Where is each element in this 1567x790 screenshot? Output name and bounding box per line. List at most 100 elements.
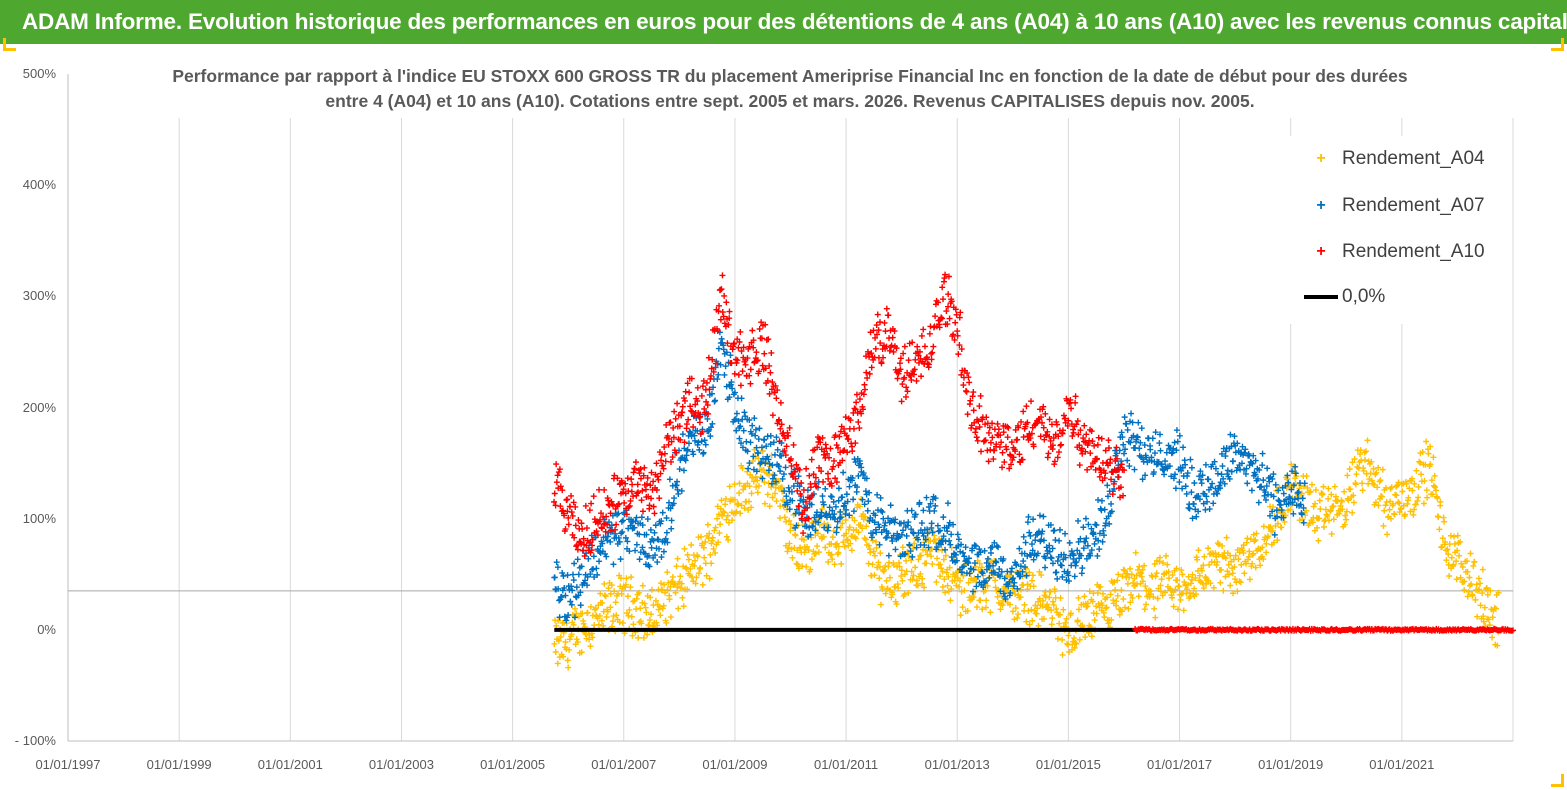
data-point [773, 434, 780, 441]
data-point [1446, 572, 1453, 579]
data-point [998, 439, 1005, 446]
data-point [763, 443, 770, 450]
data-point [717, 361, 724, 368]
data-point [1012, 448, 1019, 455]
data-point [868, 364, 875, 371]
data-point [676, 466, 683, 473]
data-point [929, 561, 936, 568]
data-point [922, 536, 929, 543]
data-point [826, 454, 833, 461]
data-point [1062, 530, 1069, 537]
data-point [701, 437, 708, 444]
data-point [1390, 500, 1397, 507]
data-point [672, 415, 679, 422]
data-point [1324, 513, 1331, 520]
data-point [953, 582, 960, 589]
data-point [772, 382, 779, 389]
data-point [1259, 450, 1266, 457]
data-point [720, 313, 727, 320]
data-point [607, 604, 614, 611]
data-point [971, 575, 978, 582]
data-point [639, 508, 646, 515]
data-point [1170, 475, 1177, 482]
data-point [974, 573, 981, 580]
data-point [1227, 582, 1234, 589]
data-point [905, 552, 912, 559]
data-point [803, 465, 810, 472]
data-point [1072, 399, 1079, 406]
data-point [1050, 435, 1057, 442]
data-point [851, 405, 858, 412]
data-point [1179, 485, 1186, 492]
data-point [1051, 527, 1058, 534]
data-point [718, 497, 725, 504]
data-point [809, 492, 816, 499]
data-point [902, 393, 909, 400]
data-point [685, 416, 692, 423]
data-point [677, 573, 684, 580]
data-point [563, 646, 570, 653]
data-point [756, 368, 763, 375]
data-point [1156, 431, 1163, 438]
data-point [1349, 459, 1356, 466]
data-point [1226, 475, 1233, 482]
data-point [1055, 433, 1062, 440]
data-point [1492, 605, 1499, 612]
data-point [835, 485, 842, 492]
data-point [609, 502, 616, 509]
data-point [1096, 530, 1103, 537]
data-point [744, 448, 751, 455]
data-point [1044, 428, 1051, 435]
data-point [825, 524, 832, 531]
data-point [1430, 454, 1437, 461]
data-point [688, 541, 695, 548]
data-point [1434, 495, 1441, 502]
data-point [992, 584, 999, 591]
data-point [1312, 500, 1319, 507]
data-point [836, 433, 843, 440]
data-point [1152, 573, 1159, 580]
data-point [1084, 466, 1091, 473]
data-point [1172, 586, 1179, 593]
data-point [1182, 483, 1189, 490]
data-point [1007, 452, 1014, 459]
data-point [1003, 446, 1010, 453]
series-Rendement_A10 [551, 271, 1128, 559]
data-point [831, 515, 838, 522]
data-point [551, 490, 558, 497]
data-point [573, 636, 580, 643]
data-point [966, 379, 973, 386]
data-point [746, 343, 753, 350]
data-point [1263, 540, 1270, 547]
data-point [1264, 533, 1271, 540]
data-point [1274, 537, 1281, 544]
data-point [786, 517, 793, 524]
data-point [565, 664, 572, 671]
data-point [578, 520, 585, 527]
data-point [1075, 431, 1082, 438]
data-point [1124, 570, 1131, 577]
data-point [1371, 481, 1378, 488]
data-point [907, 548, 914, 555]
data-point [1026, 621, 1033, 628]
data-point [966, 570, 973, 577]
data-point [1088, 428, 1095, 435]
data-point [565, 612, 572, 619]
data-point [1121, 450, 1128, 457]
data-point [1027, 532, 1034, 539]
data-point [748, 430, 755, 437]
data-point [699, 581, 706, 588]
data-point [1204, 498, 1211, 505]
data-point [983, 597, 990, 604]
data-point [883, 534, 890, 541]
data-point [1156, 554, 1163, 561]
data-point [637, 475, 644, 482]
data-point [899, 544, 906, 551]
data-point [712, 397, 719, 404]
data-point [878, 360, 885, 367]
data-point [1481, 604, 1488, 611]
data-point [863, 369, 870, 376]
data-point [1017, 586, 1024, 593]
data-point [582, 502, 589, 509]
